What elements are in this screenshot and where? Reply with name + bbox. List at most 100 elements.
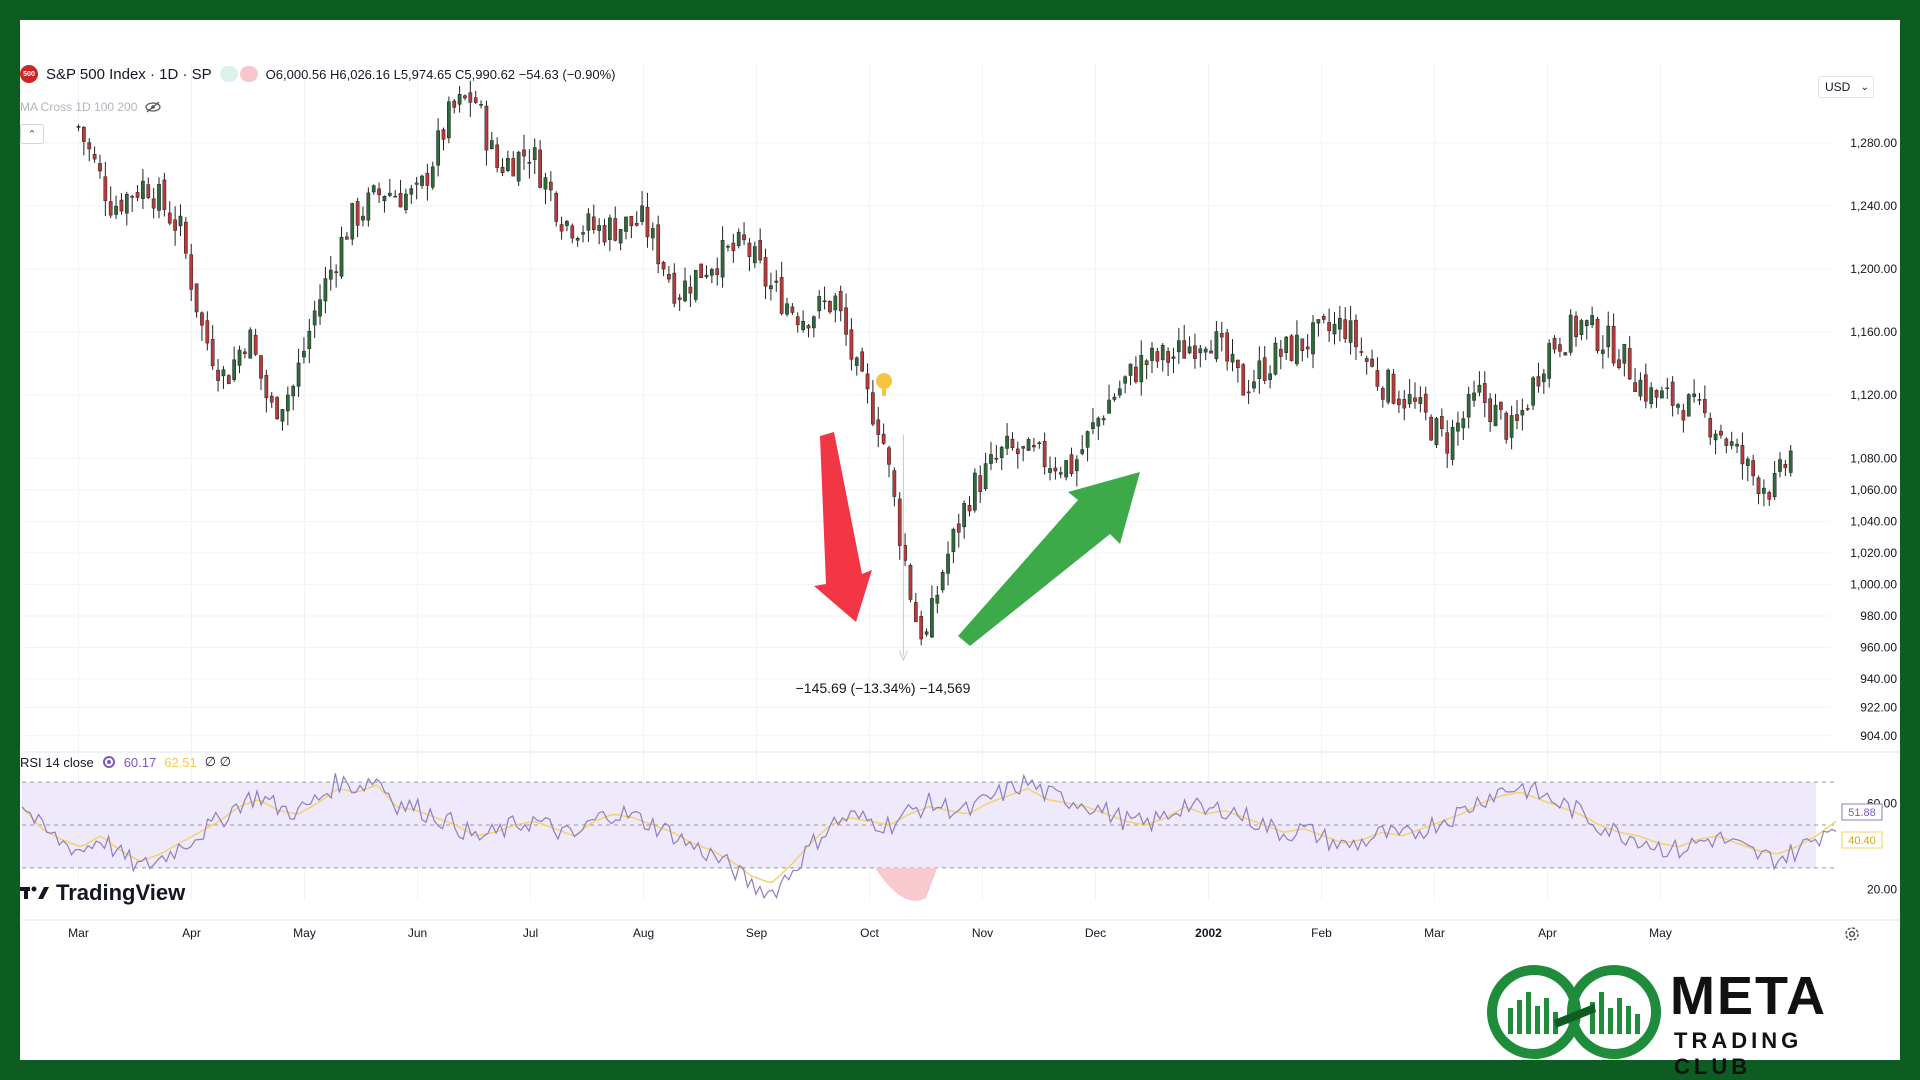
candle-body bbox=[1160, 345, 1165, 361]
candle-body bbox=[479, 103, 483, 106]
tradingview-logo[interactable]: TradingView bbox=[20, 880, 185, 906]
candle-body bbox=[1359, 351, 1364, 353]
candle-body bbox=[377, 188, 381, 196]
candle-body bbox=[1450, 427, 1455, 460]
rsi-extra-values: ∅ ∅ bbox=[204, 754, 232, 769]
candle-body bbox=[1719, 430, 1723, 436]
meta-subtitle: TRADING CLUB bbox=[1674, 1028, 1803, 1079]
candle-body bbox=[613, 218, 618, 241]
candle-body bbox=[688, 286, 693, 294]
data-wave-icon bbox=[239, 66, 258, 82]
candle-body bbox=[994, 457, 999, 460]
gear-icon[interactable] bbox=[1844, 926, 1860, 942]
eye-hidden-icon[interactable] bbox=[145, 101, 162, 113]
candle-body bbox=[473, 97, 478, 103]
candle-body bbox=[1053, 467, 1058, 472]
candle-body bbox=[1214, 331, 1219, 360]
meta-title: META bbox=[1670, 966, 1827, 1026]
candle-body bbox=[940, 572, 945, 591]
candle-body bbox=[983, 463, 988, 490]
candle-body bbox=[1032, 445, 1036, 448]
candle-body bbox=[1579, 320, 1584, 335]
candle-body bbox=[806, 325, 811, 329]
collapse-legend-button[interactable]: ⌃ bbox=[20, 124, 44, 144]
rsi-oversold-fill bbox=[875, 867, 938, 901]
alert-marker-stem bbox=[882, 386, 886, 396]
candle-body bbox=[881, 433, 886, 444]
meta-trading-club-logo: META TRADING CLUB bbox=[1484, 962, 1884, 1079]
candle-body bbox=[1643, 374, 1648, 402]
x-tick-label: May bbox=[293, 926, 316, 940]
candle-body bbox=[516, 151, 521, 182]
candle-body bbox=[404, 193, 408, 211]
x-tick-label: Jun bbox=[408, 926, 427, 940]
candle-body bbox=[414, 182, 419, 185]
candle-body bbox=[951, 528, 956, 552]
candle-body bbox=[1622, 343, 1627, 364]
candle-body bbox=[570, 225, 575, 239]
x-tick-label: Nov bbox=[972, 926, 993, 940]
candle-body bbox=[1026, 439, 1031, 451]
candle-body bbox=[1654, 390, 1659, 398]
candle-body bbox=[634, 223, 639, 226]
candle-body bbox=[194, 283, 199, 313]
candle-body bbox=[758, 240, 763, 261]
candle-body bbox=[339, 236, 344, 277]
candle-body bbox=[350, 203, 355, 240]
candle-body bbox=[1499, 401, 1503, 410]
x-tick-label: 2002 bbox=[1195, 926, 1222, 940]
candle-body bbox=[672, 272, 677, 304]
refresh-icon[interactable] bbox=[102, 755, 116, 769]
candle-body bbox=[1788, 450, 1793, 473]
candle-body bbox=[1515, 414, 1519, 421]
candle-body bbox=[532, 147, 537, 160]
candle-body bbox=[1166, 351, 1170, 363]
rsi-legend[interactable]: RSI 14 close 60.17 62.51 ∅ ∅ bbox=[20, 754, 231, 770]
candle-body bbox=[98, 163, 102, 172]
candle-body bbox=[114, 205, 118, 215]
candle-body bbox=[726, 246, 730, 248]
candle-body bbox=[76, 126, 81, 128]
candle-body bbox=[774, 280, 779, 283]
rsi-line bbox=[21, 773, 1837, 900]
symbol-title[interactable]: S&P 500 Index · 1D · SP bbox=[46, 65, 212, 83]
candle-body bbox=[1633, 382, 1637, 392]
candle-body bbox=[677, 297, 682, 300]
x-tick-label: Mar bbox=[68, 926, 89, 940]
candle-body bbox=[1295, 334, 1299, 365]
currency-select[interactable]: USD ⌄ bbox=[1818, 76, 1874, 98]
candle-body bbox=[1139, 355, 1144, 383]
candle-body bbox=[130, 195, 135, 198]
y-tick-label: 904.00 bbox=[1860, 729, 1897, 743]
candle-body bbox=[989, 454, 993, 464]
candle-body bbox=[1364, 358, 1369, 362]
candle-body bbox=[178, 215, 183, 227]
ma-cross-indicator-label[interactable]: MA Cross 1D 100 200 bbox=[20, 100, 162, 114]
candle-body bbox=[801, 320, 805, 331]
candle-body bbox=[752, 246, 757, 264]
candle-body bbox=[811, 316, 816, 329]
candle-body bbox=[1772, 473, 1777, 498]
x-tick-label: Apr bbox=[182, 926, 201, 940]
symbol-badge[interactable]: 500 bbox=[20, 65, 38, 83]
candle-body bbox=[1037, 442, 1042, 444]
ma-cross-label: MA Cross 1D 100 200 bbox=[20, 100, 138, 114]
candle-body bbox=[860, 351, 865, 372]
candle-body bbox=[1230, 353, 1235, 363]
candle-body bbox=[769, 285, 773, 290]
candle-body bbox=[1439, 416, 1444, 429]
candle-body bbox=[280, 409, 285, 422]
candle-body bbox=[1735, 443, 1739, 447]
candle-body bbox=[1284, 336, 1289, 353]
candle-body bbox=[345, 236, 349, 240]
candle-body bbox=[1209, 350, 1213, 354]
y-tick-label: 922.00 bbox=[1860, 700, 1897, 714]
candle-body bbox=[1386, 369, 1391, 403]
candle-body bbox=[1466, 394, 1471, 418]
candle-body bbox=[1456, 422, 1460, 432]
status-pills[interactable] bbox=[219, 66, 258, 82]
y-tick-label: 1,080.00 bbox=[1850, 451, 1897, 465]
candle-body bbox=[1193, 345, 1197, 359]
candle-body bbox=[1783, 464, 1788, 469]
